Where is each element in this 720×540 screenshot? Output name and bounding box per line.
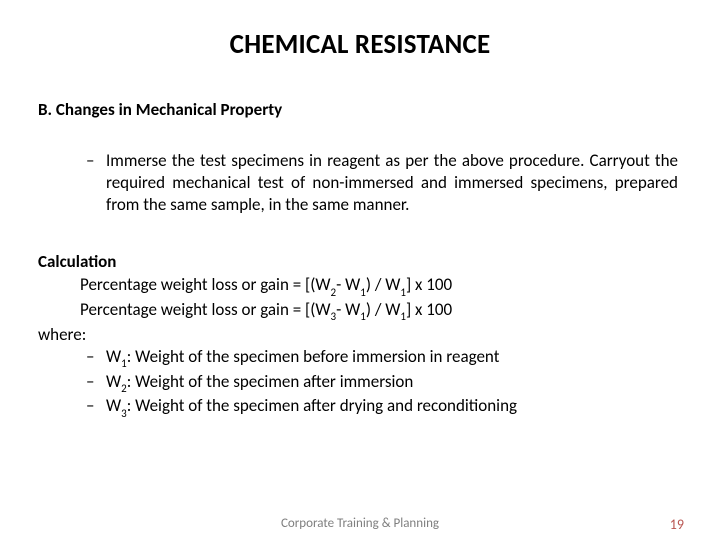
- definitions-block: – W1: Weight of the specimen before imme…: [86, 346, 682, 420]
- var-def: : Weight of the specimen after immersion: [127, 371, 414, 392]
- var-def: : Weight of the specimen before immersio…: [127, 346, 500, 367]
- subscript: 1: [121, 357, 127, 370]
- page-number: 19: [670, 516, 684, 533]
- var-symbol: W: [106, 371, 121, 392]
- definition-text: W3: Weight of the specimen after drying …: [106, 395, 517, 420]
- definition-text: W2: Weight of the specimen after immersi…: [106, 371, 413, 396]
- dash-icon: –: [86, 346, 106, 371]
- formula-2: Percentage weight loss or gain = [(W3- W…: [80, 299, 682, 323]
- formula-text: - W: [336, 274, 360, 295]
- where-label: where:: [38, 324, 682, 346]
- subscript: 3: [331, 310, 337, 323]
- footer-caption: Corporate Training & Planning: [0, 516, 720, 531]
- slide-title: CHEMICAL RESISTANCE: [38, 28, 682, 61]
- subscript: 1: [360, 286, 366, 299]
- dash-icon: –: [86, 395, 106, 420]
- dash-icon: –: [86, 371, 106, 396]
- slide: CHEMICAL RESISTANCE B. Changes in Mechan…: [0, 0, 720, 540]
- var-symbol: W: [106, 346, 121, 367]
- formula-1: Percentage weight loss or gain = [(W2- W…: [80, 274, 682, 298]
- procedure-text: Immerse the test specimens in reagent as…: [106, 150, 678, 215]
- section-heading: B. Changes in Mechanical Property: [38, 99, 682, 120]
- formula-text: ) / W: [366, 274, 401, 295]
- definition-text: W1: Weight of the specimen before immers…: [106, 346, 499, 371]
- subscript: 1: [400, 310, 406, 323]
- var-def: : Weight of the specimen after drying an…: [127, 395, 517, 416]
- formula-text: ) / W: [366, 299, 401, 320]
- var-symbol: W: [106, 395, 121, 416]
- formula-text: Percentage weight loss or gain = [(W: [80, 299, 331, 320]
- subscript: 2: [331, 286, 337, 299]
- subscript: 3: [121, 407, 127, 420]
- subscript: 1: [400, 286, 406, 299]
- calculation-heading: Calculation: [38, 251, 682, 272]
- subscript: 2: [121, 382, 127, 395]
- formula-text: - W: [336, 299, 360, 320]
- dash-icon: –: [86, 150, 106, 215]
- definition-row: – W1: Weight of the specimen before imme…: [86, 346, 682, 371]
- definition-row: – W3: Weight of the specimen after dryin…: [86, 395, 682, 420]
- bullet-row: – Immerse the test specimens in reagent …: [86, 150, 678, 215]
- formula-text: Percentage weight loss or gain = [(W: [80, 274, 331, 295]
- definition-row: – W2: Weight of the specimen after immer…: [86, 371, 682, 396]
- formula-text: ] x 100: [406, 299, 452, 320]
- formula-text: ] x 100: [406, 274, 452, 295]
- subscript: 1: [360, 310, 366, 323]
- procedure-bullet: – Immerse the test specimens in reagent …: [86, 150, 678, 215]
